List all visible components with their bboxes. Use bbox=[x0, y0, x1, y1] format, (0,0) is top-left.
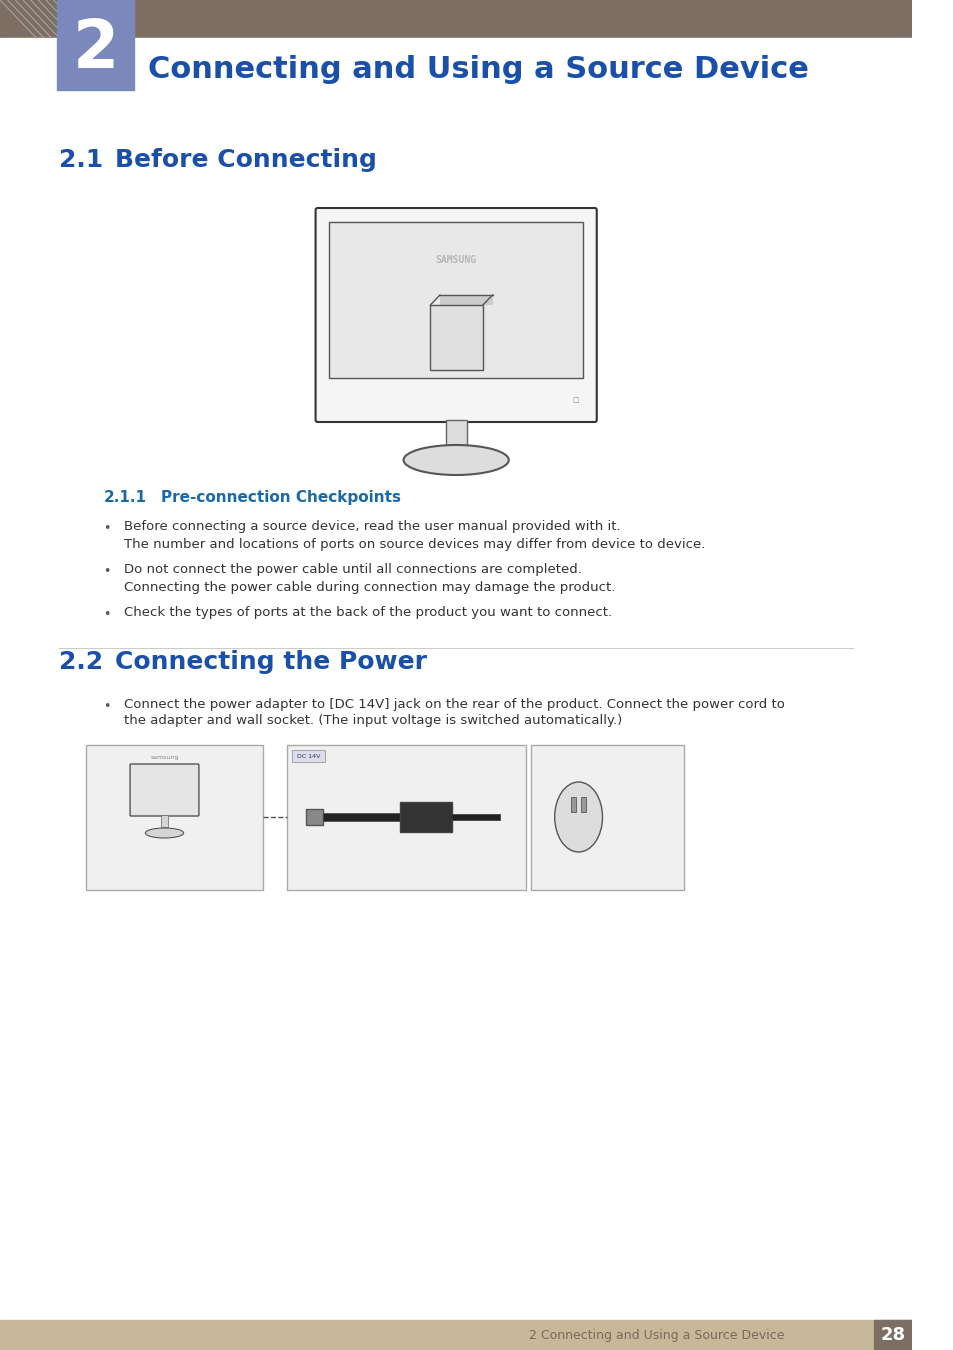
Text: 2.2: 2.2 bbox=[59, 649, 103, 674]
Bar bbox=[399, 802, 452, 832]
Bar bbox=[445, 420, 466, 446]
FancyBboxPatch shape bbox=[130, 764, 199, 815]
Bar bbox=[86, 745, 263, 890]
Bar bbox=[430, 305, 482, 370]
Bar bbox=[439, 296, 492, 305]
Ellipse shape bbox=[554, 782, 602, 852]
Text: SAMSUNG: SAMSUNG bbox=[436, 255, 476, 265]
Text: 28: 28 bbox=[880, 1326, 904, 1345]
Text: •: • bbox=[103, 522, 111, 535]
Text: Check the types of ports at the back of the product you want to connect.: Check the types of ports at the back of … bbox=[124, 606, 612, 620]
Text: •: • bbox=[103, 608, 111, 621]
Text: •: • bbox=[103, 566, 111, 578]
FancyBboxPatch shape bbox=[315, 208, 597, 423]
Text: Connecting and Using a Source Device: Connecting and Using a Source Device bbox=[148, 54, 808, 84]
Bar bbox=[329, 221, 582, 378]
Ellipse shape bbox=[145, 828, 183, 838]
Bar bbox=[292, 751, 325, 761]
Text: 2.1.1: 2.1.1 bbox=[103, 490, 146, 505]
Text: DC 14V: DC 14V bbox=[297, 753, 320, 759]
Bar bbox=[0, 0, 911, 38]
Bar bbox=[160, 815, 168, 828]
Bar bbox=[873, 1320, 911, 1350]
Bar bbox=[0, 1320, 911, 1350]
Bar bbox=[570, 796, 575, 811]
Text: Connecting the Power: Connecting the Power bbox=[114, 649, 426, 674]
Bar bbox=[530, 745, 683, 890]
Text: Pre-connection Checkpoints: Pre-connection Checkpoints bbox=[160, 490, 400, 505]
Text: samsung: samsung bbox=[150, 755, 178, 760]
Text: The number and locations of ports on source devices may differ from device to de: The number and locations of ports on sou… bbox=[124, 539, 705, 551]
Bar bbox=[57, 0, 133, 90]
Text: 2: 2 bbox=[72, 16, 118, 81]
Ellipse shape bbox=[403, 446, 508, 475]
Bar bbox=[306, 809, 323, 825]
Text: Do not connect the power cable until all connections are completed.: Do not connect the power cable until all… bbox=[124, 563, 581, 576]
Bar bbox=[287, 745, 525, 890]
Text: Connecting the power cable during connection may damage the product.: Connecting the power cable during connec… bbox=[124, 580, 615, 594]
Text: •: • bbox=[103, 701, 111, 713]
Text: □: □ bbox=[572, 397, 578, 404]
Text: 2.1: 2.1 bbox=[59, 148, 104, 171]
Text: Before Connecting: Before Connecting bbox=[114, 148, 376, 171]
Bar bbox=[580, 796, 586, 811]
Bar bbox=[452, 814, 499, 819]
Text: Before connecting a source device, read the user manual provided with it.: Before connecting a source device, read … bbox=[124, 520, 620, 533]
Bar bbox=[0, 38, 911, 100]
Text: 2 Connecting and Using a Source Device: 2 Connecting and Using a Source Device bbox=[528, 1328, 783, 1342]
Text: Connect the power adapter to [DC 14V] jack on the rear of the product. Connect t: Connect the power adapter to [DC 14V] ja… bbox=[124, 698, 784, 711]
Bar bbox=[323, 813, 399, 821]
Text: the adapter and wall socket. (The input voltage is switched automatically.): the adapter and wall socket. (The input … bbox=[124, 714, 622, 728]
